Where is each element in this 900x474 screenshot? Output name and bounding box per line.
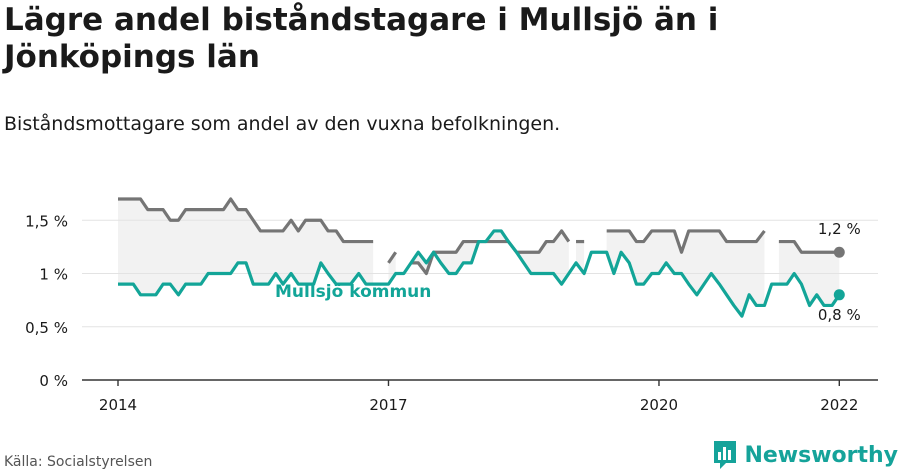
y-tick-label: 1,5 % xyxy=(25,212,68,230)
chart-subtitle: Biståndsmottagare som andel av den vuxna… xyxy=(4,113,561,135)
x-tick-label: 2022 xyxy=(820,396,858,414)
series-label-mullsjo: Mullsjö kommun xyxy=(275,282,431,302)
series-line-0 xyxy=(606,229,766,254)
difference-band-area xyxy=(576,241,585,274)
labels: 1,2 % 0,8 % Mullsjö kommun xyxy=(275,220,861,324)
bar-chart-logo-icon xyxy=(714,441,737,469)
series-line-0 xyxy=(778,239,840,254)
axes: 2014 2017 2020 2022 xyxy=(82,379,878,414)
y-tick-label: 1 % xyxy=(39,266,68,284)
series-line-0 xyxy=(387,251,398,264)
brand-logo[interactable]: Newsworthy xyxy=(712,440,898,470)
gridlines: 0 % 0,5 % 1 % 1,5 % xyxy=(25,212,878,390)
series-end-point-0 xyxy=(833,246,845,258)
end-value-label: 1,2 % xyxy=(818,220,861,238)
series-line-1 xyxy=(118,229,841,318)
x-tick-label: 2017 xyxy=(369,396,407,414)
series-end-point-1 xyxy=(833,289,845,301)
difference-band xyxy=(118,198,840,317)
difference-band-area xyxy=(411,230,569,285)
brand-name: Newsworthy xyxy=(744,442,898,468)
series xyxy=(118,197,845,318)
series-line-0 xyxy=(411,229,571,276)
y-tick-label: 0 % xyxy=(39,372,68,390)
series-line-0 xyxy=(118,197,374,244)
difference-band-area xyxy=(118,198,374,295)
source-note: Källa: Socialstyrelsen xyxy=(4,454,153,470)
x-tick-label: 2014 xyxy=(99,396,137,414)
y-tick-label: 0,5 % xyxy=(25,319,68,337)
x-tick-label: 2020 xyxy=(640,396,678,414)
end-value-label: 0,8 % xyxy=(818,306,861,324)
chart-title: Lägre andel biståndstagare i Mullsjö än … xyxy=(4,2,719,75)
